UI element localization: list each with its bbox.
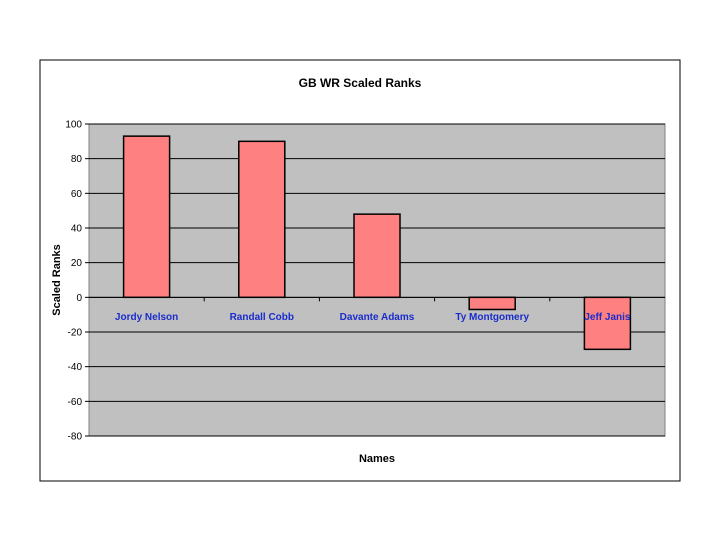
chart-title: GB WR Scaled Ranks [299, 76, 422, 90]
y-tick-label: -40 [68, 362, 83, 373]
category-label: Jeff Janis [584, 312, 631, 323]
y-tick-label: 80 [71, 154, 83, 165]
bar [353, 213, 401, 299]
y-tick-label: 40 [71, 224, 83, 235]
category-labels: Jordy Nelson Randall Cobb Davante Adams Ty … [115, 312, 631, 323]
y-tick-label: -20 [68, 328, 83, 339]
y-axis-ticks: 100 80 60 40 20 0 -20 -40 -60 -80 [65, 120, 551, 443]
y-axis-label: Scaled Ranks [51, 244, 63, 316]
y-tick-label: 100 [65, 120, 82, 131]
category-label: Jordy Nelson [115, 312, 178, 323]
bar [583, 296, 632, 351]
category-label: Davante Adams [340, 312, 415, 323]
y-tick-label: 20 [71, 258, 83, 269]
bars [122, 135, 632, 351]
bar [468, 296, 516, 311]
y-tick-label: 60 [71, 189, 83, 200]
category-label: Ty Montgomery [455, 312, 529, 323]
bar [238, 140, 286, 299]
y-tick-label: -80 [68, 432, 83, 443]
category-label: Randall Cobb [230, 312, 294, 323]
y-tick-label: -60 [68, 397, 83, 408]
y-tick-label: 0 [76, 293, 82, 304]
x-axis-label: Names [359, 453, 395, 465]
bar [122, 135, 171, 299]
